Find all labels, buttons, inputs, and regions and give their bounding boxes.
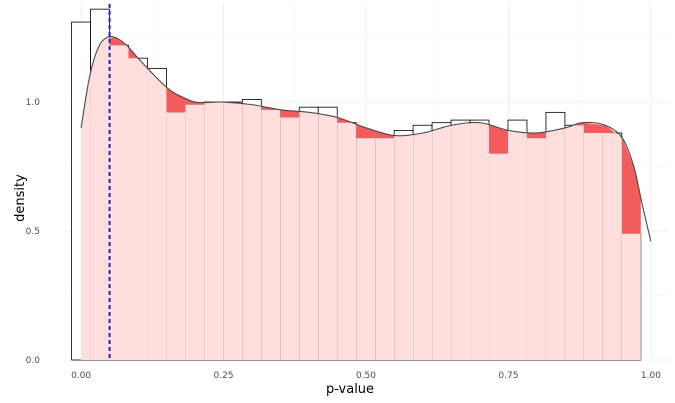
y-tick-label: 0.5 (26, 227, 40, 237)
density-area-segment (602, 132, 622, 360)
excess-region (489, 125, 508, 154)
excess-region (356, 124, 376, 139)
density-area-segment (318, 114, 338, 361)
density-curve-group (80, 35, 652, 242)
density-area-segment (81, 73, 91, 361)
density-area-segment (337, 122, 357, 361)
excess-region (337, 117, 357, 123)
density-area-segment (90, 37, 110, 361)
excess-region (602, 124, 622, 133)
density-area-segment (109, 45, 129, 361)
density-area-segment (394, 133, 414, 360)
x-tick-label: 0.00 (71, 371, 91, 381)
density-area-segment (375, 138, 395, 360)
density-area-segment (451, 123, 471, 360)
density-area-segment (223, 102, 243, 360)
x-tick-label: 0.50 (356, 371, 376, 381)
y-tick-label: 0.0 (26, 356, 41, 366)
density-area-segment (413, 130, 433, 360)
y-tick-labels: 0.0 0.5 1.0 (26, 98, 41, 366)
density-area-segment (526, 138, 546, 360)
density-area-segment (545, 127, 565, 361)
density-area-segment (470, 122, 490, 361)
density-area-segment (621, 233, 641, 360)
density-area (81, 37, 641, 361)
x-tick-label: 1.00 (641, 371, 661, 381)
excess-regions (109, 37, 641, 234)
y-axis-title: density (13, 174, 28, 222)
x-tick-label: 0.75 (498, 371, 518, 381)
density-area-segment (185, 104, 205, 360)
excess-region (564, 122, 584, 126)
excess-region (128, 47, 148, 59)
density-area-segment (166, 112, 186, 360)
density-area-segment (242, 103, 262, 360)
excess-region (280, 109, 300, 118)
density-area-segment (261, 109, 281, 360)
density-area-segment (299, 111, 319, 360)
y-tick-label: 1.0 (26, 98, 41, 108)
density-area-segment (356, 138, 376, 360)
density-area-segment (583, 132, 603, 360)
density-area-segment (489, 153, 508, 360)
excess-region (621, 137, 641, 234)
density-area-segment (432, 125, 452, 360)
x-tick-label: 0.25 (214, 371, 234, 381)
density-area-segment (147, 68, 167, 361)
x-tick-labels: 0.00 0.25 0.50 0.75 1.00 (71, 371, 661, 381)
excess-region (166, 86, 186, 113)
density-area-segment (128, 58, 148, 360)
density-area-segment (280, 117, 300, 360)
density-area-segment (507, 130, 527, 360)
excess-region (583, 122, 603, 133)
excess-region (185, 97, 205, 105)
density-curve (80, 35, 652, 242)
density-area-segment (564, 125, 584, 361)
density-area-segment (204, 102, 224, 360)
x-axis-title: p-value (326, 382, 374, 397)
